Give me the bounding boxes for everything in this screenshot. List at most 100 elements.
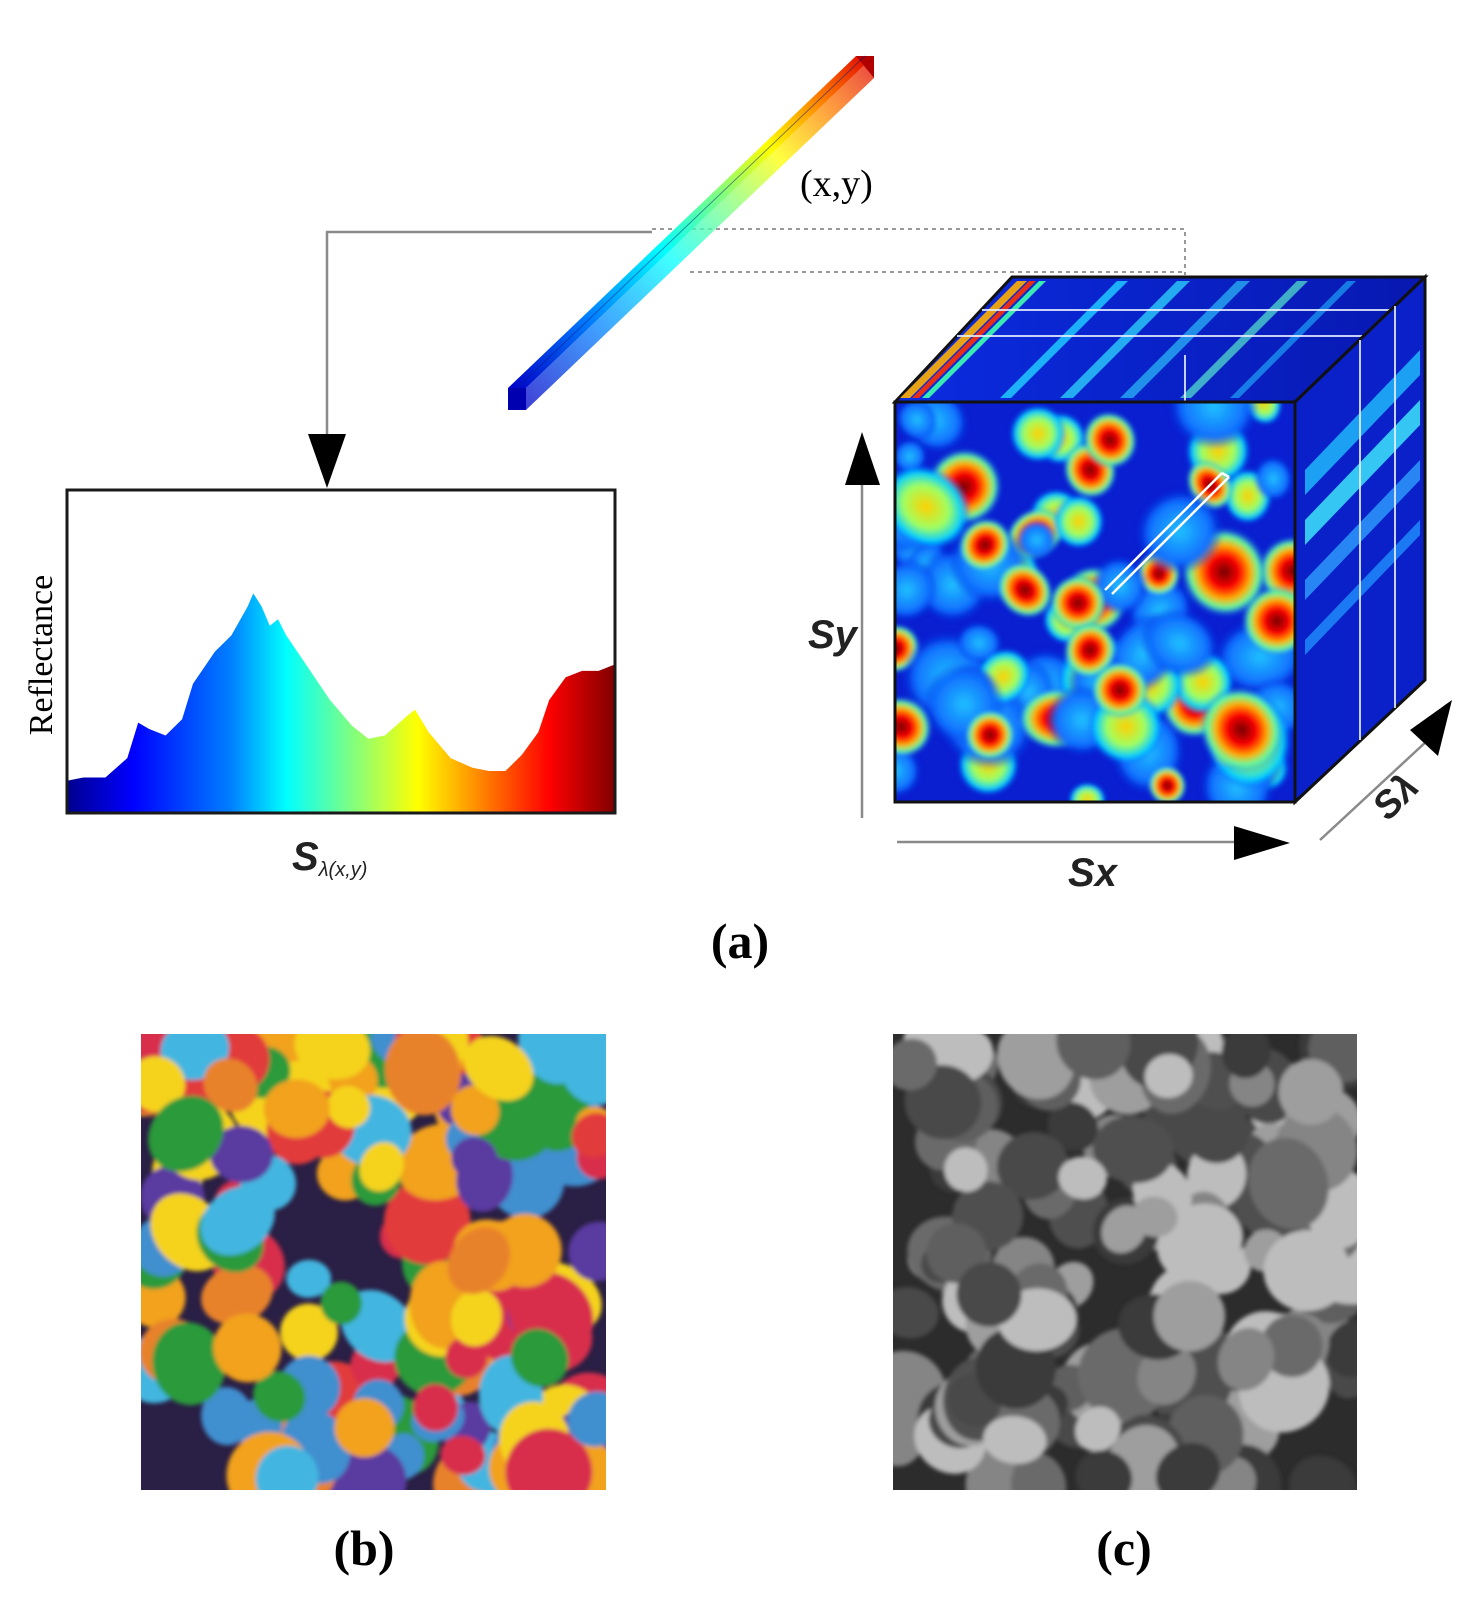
- gray-pom-pom: [1101, 1205, 1147, 1253]
- cube-blob-hot: [1082, 411, 1138, 469]
- pom-pom: [384, 1034, 461, 1116]
- gray-pom-pom: [1248, 1137, 1329, 1230]
- pom-pom: [567, 1391, 606, 1447]
- pom-pom: [320, 1281, 362, 1325]
- pom-pom: [568, 1221, 606, 1282]
- pom-pom: [510, 1328, 569, 1387]
- coord-label: (x,y): [800, 163, 873, 205]
- cube-blob: [895, 463, 972, 550]
- pom-pom: [255, 1445, 319, 1490]
- connector-arrowhead: [308, 434, 346, 488]
- cube-blob-hot: [1090, 661, 1150, 719]
- gray-pom-pom: [1263, 1230, 1351, 1312]
- pom-pom: [201, 1264, 273, 1325]
- pom-pom: [505, 1428, 593, 1490]
- cube-blob: [1148, 765, 1187, 802]
- pom-pom: [445, 1336, 488, 1379]
- gray-pom-pom: [1075, 1406, 1121, 1452]
- pom-pom: [383, 1178, 471, 1265]
- gray-pom-pom: [1217, 1327, 1275, 1391]
- cube-blob: [1052, 494, 1105, 549]
- cube-blob: [1068, 782, 1107, 802]
- gray-pom-pom: [1260, 1314, 1323, 1378]
- cube-blob: [1016, 519, 1058, 560]
- sy-axis-label: Sy: [808, 613, 859, 657]
- gray-pom-pom: [1047, 1102, 1099, 1152]
- cube-blob: [1198, 686, 1285, 774]
- cube-blob-hot: [958, 517, 1012, 573]
- pom-pom: [294, 1034, 371, 1080]
- slambda-arrowhead: [1410, 700, 1452, 756]
- grayscale-band-image: [893, 1034, 1357, 1490]
- caption-c: (c): [1096, 1520, 1152, 1576]
- spectrum-x-label-main: S: [292, 835, 319, 879]
- pixel-spectrum-bar: [508, 55, 874, 410]
- gray-pom-pom: [1155, 1443, 1221, 1490]
- gray-pom-pom: [1056, 1034, 1131, 1080]
- sx-axis-label: Sx: [1068, 851, 1119, 895]
- cube-blob: [1135, 488, 1224, 575]
- pom-pom: [450, 1289, 502, 1347]
- cube-blob: [895, 696, 933, 758]
- cube-side-stripes: [1305, 350, 1420, 655]
- spectrum-connector: [325, 230, 652, 440]
- gray-pom-pom: [1289, 1455, 1357, 1490]
- slambda-axis-text: Sλ: [1365, 766, 1428, 829]
- spectrum-x-label-sub: λ(x,y): [318, 859, 368, 881]
- gray-pom-pom: [1153, 1280, 1226, 1352]
- gray-pom-pom: [1058, 1156, 1107, 1200]
- pom-pom: [141, 1056, 186, 1112]
- pom-pom: [286, 1259, 332, 1298]
- gray-pom-pom: [997, 1034, 1075, 1100]
- gray-pom-pom: [944, 1147, 988, 1192]
- gray-pom-pom: [1011, 1452, 1067, 1490]
- pom-pom: [327, 1086, 371, 1129]
- slambda-axis-label: Sλ: [1365, 766, 1428, 829]
- cube-blob-hot: [1063, 621, 1117, 679]
- pom-pom: [447, 1227, 511, 1294]
- pom-pom: [451, 1137, 498, 1181]
- caption-a: (a): [711, 913, 769, 969]
- hypercube: [891, 273, 1429, 806]
- sy-axis-text: Sy: [808, 613, 859, 657]
- spectrum-x-label: Sλ(x,y): [292, 835, 367, 881]
- cube-pixel-vector: [1104, 471, 1230, 595]
- cube-blob: [1139, 607, 1220, 679]
- pom-pom: [209, 1125, 274, 1183]
- sx-arrowhead: [1234, 826, 1290, 860]
- cube-axes: [860, 485, 1429, 844]
- pom-pom: [450, 1085, 500, 1136]
- cube-front-face: [895, 402, 1295, 802]
- pom-pom: [338, 1444, 407, 1490]
- pom-pom: [413, 1384, 458, 1432]
- spectrum-curve: [67, 593, 615, 813]
- pom-pom: [253, 1370, 306, 1422]
- spectrum-y-label: Reflectance: [23, 575, 60, 735]
- gray-pom-pom: [996, 1132, 1069, 1200]
- cube-blob: [895, 558, 939, 622]
- spectrum-plot: [65, 488, 617, 815]
- cube-blob-hot: [996, 561, 1054, 619]
- gray-pom-pom: [1075, 1450, 1133, 1490]
- pom-pom: [463, 1035, 534, 1101]
- cube-blob-hot: [1049, 574, 1107, 632]
- pom-pom: [263, 1079, 330, 1138]
- caption-b: (b): [333, 1520, 394, 1576]
- sx-axis-text: Sx: [1068, 851, 1119, 895]
- gray-pom-pom: [1092, 1115, 1174, 1184]
- pom-pom: [213, 1313, 282, 1383]
- pom-pom: [148, 1095, 224, 1172]
- color-photo: [141, 1034, 606, 1490]
- gray-pom-pom: [1157, 1203, 1243, 1282]
- gray-pom-pom: [1278, 1059, 1344, 1125]
- pom-pom: [280, 1303, 338, 1362]
- gray-pom-pom: [1325, 1319, 1357, 1377]
- cube-blob: [895, 402, 939, 441]
- cube-blob: [1168, 402, 1260, 450]
- gray-pom-pom: [893, 1038, 937, 1091]
- pom-pom: [334, 1398, 395, 1458]
- pom-pom: [571, 1112, 606, 1158]
- gray-pom-pom: [1221, 1034, 1271, 1079]
- gray-pom-pom: [1180, 1090, 1249, 1164]
